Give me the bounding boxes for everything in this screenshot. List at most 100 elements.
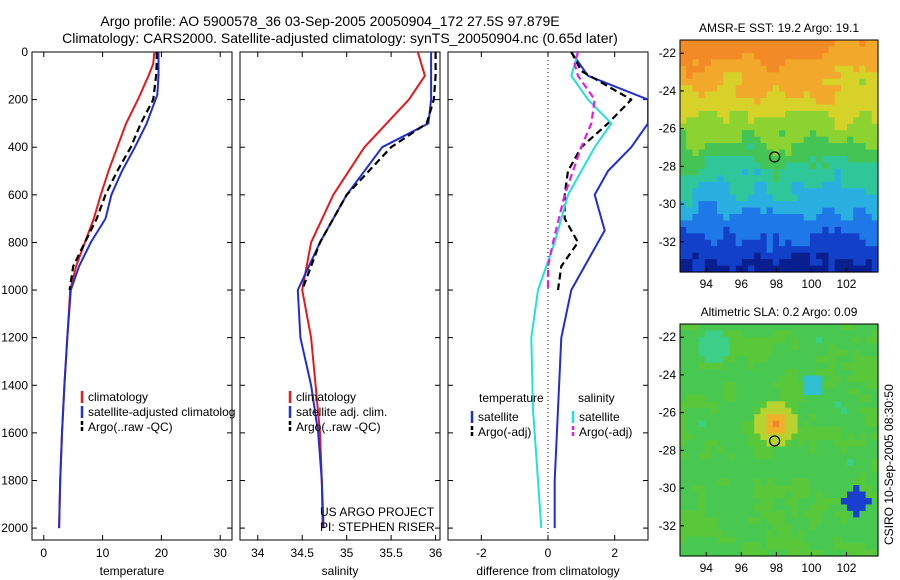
heatmap-cell — [704, 40, 712, 48]
heatmap-cell — [692, 414, 700, 422]
heatmap-cell — [710, 123, 718, 131]
heatmap-cell — [766, 485, 774, 493]
heatmap-cell — [698, 123, 706, 131]
heatmap-cell — [865, 394, 873, 402]
heatmap-cell — [735, 252, 743, 260]
heatmap-cell — [772, 226, 780, 234]
heatmap-cell — [748, 52, 755, 60]
heatmap-cell — [865, 375, 873, 383]
heatmap-cell — [859, 382, 867, 390]
heatmap-cell — [871, 214, 879, 222]
heatmap-cell — [680, 72, 687, 80]
heatmap-cell — [729, 117, 737, 125]
heatmap-cell — [698, 375, 706, 383]
heatmap-cell — [803, 168, 811, 176]
heatmap-cell — [698, 394, 706, 402]
heatmap-cell — [779, 98, 786, 106]
heatmap-cell — [723, 523, 731, 531]
heatmap-cell — [853, 427, 861, 435]
heatmap-cell — [791, 510, 799, 518]
heatmap-cell — [760, 239, 768, 247]
heatmap-cell — [785, 504, 792, 512]
heatmap-cell — [772, 188, 780, 196]
heatmap-cell — [797, 59, 805, 67]
heatmap-cell — [840, 65, 848, 73]
heatmap-cell — [791, 433, 799, 441]
temperature-panel: 0 10 20 30temperature0200400600800100012001… — [1, 45, 235, 578]
heatmap-cell — [698, 491, 706, 499]
heatmap-cell — [779, 207, 786, 215]
heatmap-cell — [797, 78, 805, 86]
heatmap-cell — [809, 181, 817, 189]
heatmap-cell — [828, 369, 836, 377]
heatmap-cell — [772, 336, 780, 344]
heatmap-cell — [834, 517, 842, 525]
heatmap-cell — [698, 523, 706, 531]
heatmap-cell — [834, 85, 842, 93]
heatmap-cell — [686, 104, 693, 112]
heatmap-cell — [822, 530, 830, 538]
heatmap-cell — [723, 407, 731, 415]
heatmap-cell — [766, 123, 774, 131]
heatmap-cell — [785, 536, 792, 544]
heatmap-cell — [809, 388, 817, 396]
heatmap-cell — [741, 543, 749, 551]
heatmap-cell — [865, 110, 873, 118]
heatmap-cell — [865, 252, 873, 260]
heatmap-cell — [686, 188, 693, 196]
heatmap-cell — [748, 110, 755, 118]
heatmap-cell — [766, 239, 774, 247]
heatmap-cell — [834, 214, 842, 222]
heatmap-cell — [840, 382, 848, 390]
heatmap-cell — [803, 72, 811, 80]
heatmap-cell — [704, 369, 712, 377]
heatmap-cell — [729, 485, 737, 493]
heatmap-cell — [803, 362, 811, 370]
heatmap-cell — [717, 149, 724, 157]
heatmap-cell — [717, 91, 724, 99]
heatmap-cell — [704, 72, 712, 80]
heatmap-cell — [853, 181, 861, 189]
heatmap-cell — [809, 46, 817, 54]
heatmap-cell — [680, 459, 687, 467]
heatmap-cell — [748, 472, 755, 480]
heatmap-cell — [748, 259, 755, 267]
heatmap-cell — [785, 336, 792, 344]
heatmap-cell — [686, 543, 693, 551]
heatmap-cell — [717, 104, 724, 112]
heatmap-cell — [704, 362, 712, 370]
heatmap-cell — [828, 194, 836, 202]
heatmap-cell — [797, 478, 805, 486]
heatmap-cell — [785, 175, 792, 183]
heatmap-cell — [809, 510, 817, 518]
heatmap-cell — [797, 485, 805, 493]
heatmap-cell — [735, 472, 743, 480]
heatmap-cell — [748, 394, 755, 402]
heatmap-cell — [741, 188, 749, 196]
heatmap-cell — [785, 136, 792, 144]
heatmap-cell — [859, 491, 867, 499]
heatmap-cell — [741, 382, 749, 390]
heatmap-cell — [772, 246, 780, 254]
heatmap-cell — [809, 523, 817, 531]
heatmap-cell — [692, 91, 700, 99]
heatmap-cell — [741, 98, 749, 106]
heatmap-cell — [834, 446, 842, 454]
heatmap-cell — [748, 369, 755, 377]
heatmap-cell — [717, 78, 724, 86]
heatmap-cell — [692, 510, 700, 518]
heatmap-cell — [816, 465, 823, 473]
heatmap-cell — [822, 427, 830, 435]
heatmap-cell — [741, 65, 749, 73]
heatmap-cell — [760, 259, 768, 267]
heatmap-cell — [871, 156, 879, 164]
heatmap-cell — [741, 478, 749, 486]
heatmap-cell — [828, 349, 836, 357]
heatmap-cell — [748, 459, 755, 467]
heatmap-cell — [680, 478, 687, 486]
heatmap-cell — [809, 136, 817, 144]
heatmap-cell — [816, 259, 823, 267]
heatmap-cell — [760, 265, 768, 273]
heatmap-cell — [828, 375, 836, 383]
heatmap-cell — [680, 356, 687, 364]
